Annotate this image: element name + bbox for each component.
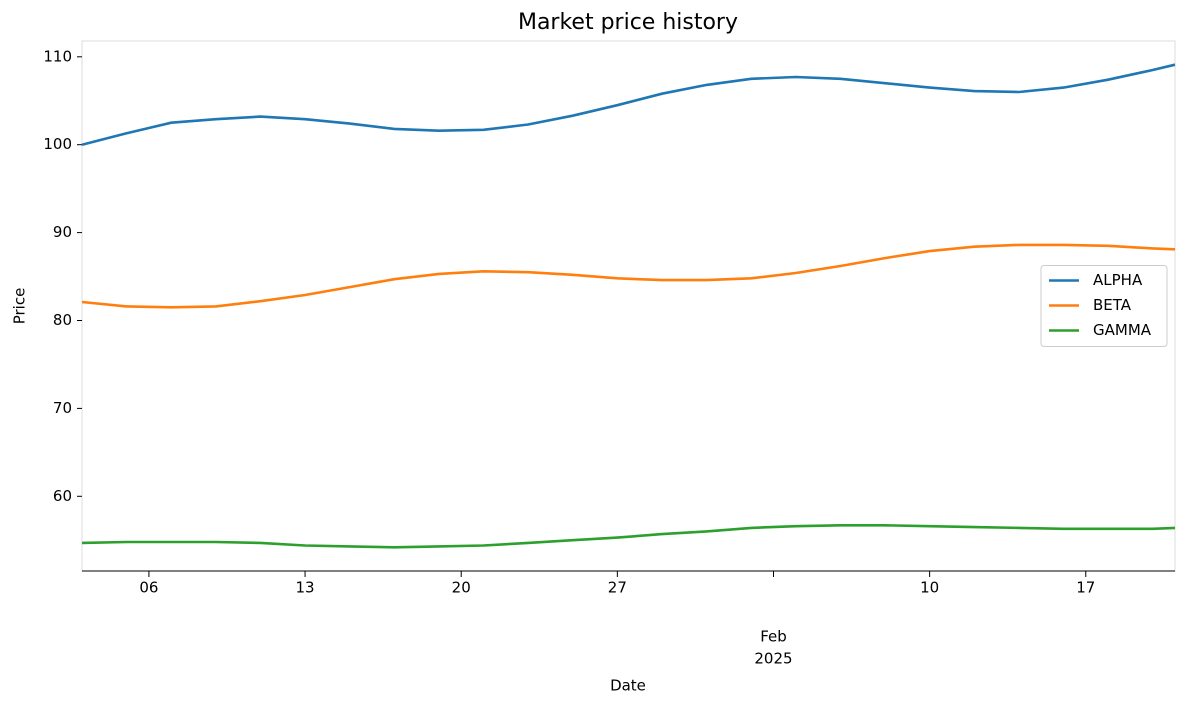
legend-box (1040, 265, 1168, 347)
x-axis-label: Date (610, 677, 646, 695)
chart-title: Market price history (518, 10, 738, 35)
y-axis-label: Price (11, 288, 29, 325)
x-tick-label: 10 (920, 579, 939, 597)
y-tick-label: 80 (53, 311, 72, 329)
plot-frame (81, 40, 1176, 572)
y-tick-label: 100 (43, 135, 72, 153)
series-line (81, 63, 1176, 146)
series-line (81, 524, 1176, 549)
y-tick-label: 60 (53, 487, 72, 505)
x-tick-label: 13 (296, 579, 315, 597)
x-tick-sublabel: 2025 (754, 650, 792, 668)
legend-label: GAMMA (1093, 321, 1152, 339)
legend-label: BETA (1093, 296, 1132, 314)
legend-label: ALPHA (1093, 271, 1143, 289)
y-tick-label: 110 (43, 47, 72, 65)
x-tick-label: 20 (452, 579, 471, 597)
x-tick-label: 17 (1076, 579, 1095, 597)
series-line (81, 243, 1176, 309)
x-tick-label: 06 (139, 579, 158, 597)
x-tick-label: Feb (760, 628, 787, 646)
x-tick-label: 27 (608, 579, 627, 597)
y-tick-label: 70 (53, 399, 72, 417)
y-tick-label: 90 (53, 223, 72, 241)
